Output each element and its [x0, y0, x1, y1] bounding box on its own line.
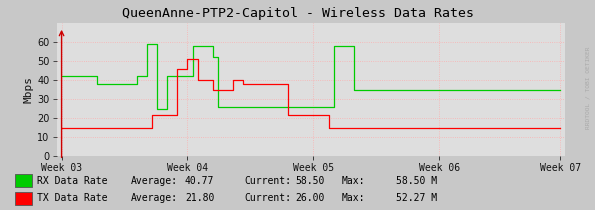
Text: QueenAnne-PTP2-Capitol - Wireless Data Rates: QueenAnne-PTP2-Capitol - Wireless Data R… [121, 7, 474, 20]
Text: Max:: Max: [342, 193, 365, 203]
Text: Average:: Average: [131, 193, 178, 203]
Text: RX Data Rate: RX Data Rate [37, 176, 108, 186]
Text: Current:: Current: [244, 193, 291, 203]
Text: Average:: Average: [131, 176, 178, 186]
Text: Max:: Max: [342, 176, 365, 186]
Text: TX Data Rate: TX Data Rate [37, 193, 108, 203]
Text: 21.80: 21.80 [185, 193, 214, 203]
Text: 58.50: 58.50 [295, 176, 324, 186]
Y-axis label: Mbps: Mbps [23, 76, 33, 103]
Text: Current:: Current: [244, 176, 291, 186]
Text: 40.77: 40.77 [185, 176, 214, 186]
Text: RRDTOOL / TOBI OETIKER: RRDTOOL / TOBI OETIKER [585, 47, 590, 129]
Text: 52.27 M: 52.27 M [396, 193, 437, 203]
Text: 58.50 M: 58.50 M [396, 176, 437, 186]
Text: 26.00: 26.00 [295, 193, 324, 203]
